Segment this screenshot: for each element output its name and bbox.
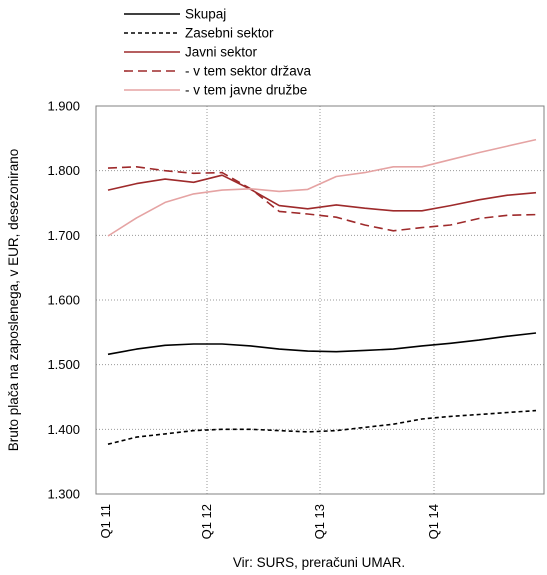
x-axis-ticks: Q1 11 Q1 12 Q1 13 Q1 14 — [98, 504, 441, 539]
legend-label: Javni sektor — [185, 45, 258, 60]
y-axis-ticks: 1.300 1.400 1.500 1.600 1.700 1.800 1.900 — [47, 99, 80, 502]
y-tick-label: 1.300 — [47, 487, 80, 502]
series-line-v-tem-javne-dru-be — [107, 138, 537, 237]
x-tick-label: Q1 12 — [199, 504, 214, 539]
y-tick-label: 1.800 — [47, 163, 80, 178]
plot-frame — [95, 105, 545, 495]
y-tick-label: 1.700 — [47, 228, 80, 243]
x-tick-label: Q1 14 — [426, 504, 441, 539]
legend-label: - v tem javne družbe — [185, 83, 307, 98]
y-tick-label: 1.400 — [47, 422, 80, 437]
legend-label: Zasebni sektor — [185, 26, 274, 41]
series-layer — [107, 138, 537, 445]
y-axis-title: Bruto plača na zaposlenega, v EUR, desez… — [6, 149, 21, 451]
y-tick-label: 1.500 — [47, 357, 80, 372]
x-tick-label: Q1 11 — [98, 504, 113, 538]
series-line-skupaj — [107, 332, 537, 356]
source-caption: Vir: SURS, preračuni UMAR. — [233, 555, 405, 570]
series-line-v-tem-sektor-dr-ava — [107, 166, 537, 232]
y-tick-label: 1.900 — [47, 99, 80, 114]
legend-label: - v tem sektor država — [185, 64, 312, 79]
gridlines — [96, 106, 544, 494]
legend-label: Skupaj — [185, 7, 226, 22]
series-line-zasebni-sektor — [107, 409, 537, 445]
y-tick-label: 1.600 — [47, 293, 80, 308]
legend: Skupaj Zasebni sektor Javni sektor - v tem … — [124, 7, 312, 98]
x-tick-label: Q1 13 — [312, 504, 327, 539]
series-line-javni-sektor — [107, 174, 537, 212]
